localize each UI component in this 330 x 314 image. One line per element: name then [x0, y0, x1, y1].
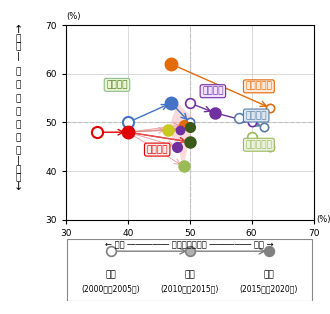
Text: 米国企業: 米国企業 [106, 80, 128, 89]
Text: (2000年～2005年): (2000年～2005年) [81, 284, 140, 293]
Text: 中: 中 [16, 173, 21, 182]
Text: 中国企業: 中国企業 [202, 87, 224, 96]
Text: 集: 集 [16, 165, 21, 174]
Text: ドイツ企業: ドイツ企業 [246, 140, 272, 149]
Text: (2015年～2020年): (2015年～2020年) [240, 284, 298, 293]
Polygon shape [168, 103, 193, 166]
Text: 大: 大 [16, 43, 21, 51]
Text: 過去: 過去 [105, 270, 116, 279]
Text: 日本企業: 日本企業 [147, 145, 168, 154]
Text: (%): (%) [66, 12, 81, 21]
Text: ← 集中 ――――― 事業展開の範囲 ――――― 拡大 →: ← 集中 ――――― 事業展開の範囲 ――――― 拡大 → [106, 241, 274, 249]
Text: 範: 範 [16, 133, 21, 142]
Text: ↑: ↑ [14, 25, 23, 35]
Text: (2010年～2015年): (2010年～2015年) [161, 284, 219, 293]
Text: の: の [16, 120, 21, 129]
Text: 現在: 現在 [184, 270, 195, 279]
Text: 開: 開 [16, 107, 21, 116]
Text: 拡: 拡 [16, 35, 21, 44]
Text: |: | [17, 52, 19, 61]
Text: 今後: 今後 [264, 270, 274, 279]
Text: 域: 域 [16, 81, 21, 90]
Text: 展: 展 [16, 94, 21, 103]
Text: 囲: 囲 [16, 146, 21, 155]
Text: ↓: ↓ [14, 182, 23, 192]
Text: |: | [17, 156, 19, 165]
Text: インド企業: インド企業 [246, 82, 272, 91]
Text: 韓国企業: 韓国企業 [246, 111, 267, 120]
Text: 地: 地 [16, 68, 21, 77]
FancyBboxPatch shape [67, 239, 312, 301]
Text: (%): (%) [316, 215, 330, 224]
